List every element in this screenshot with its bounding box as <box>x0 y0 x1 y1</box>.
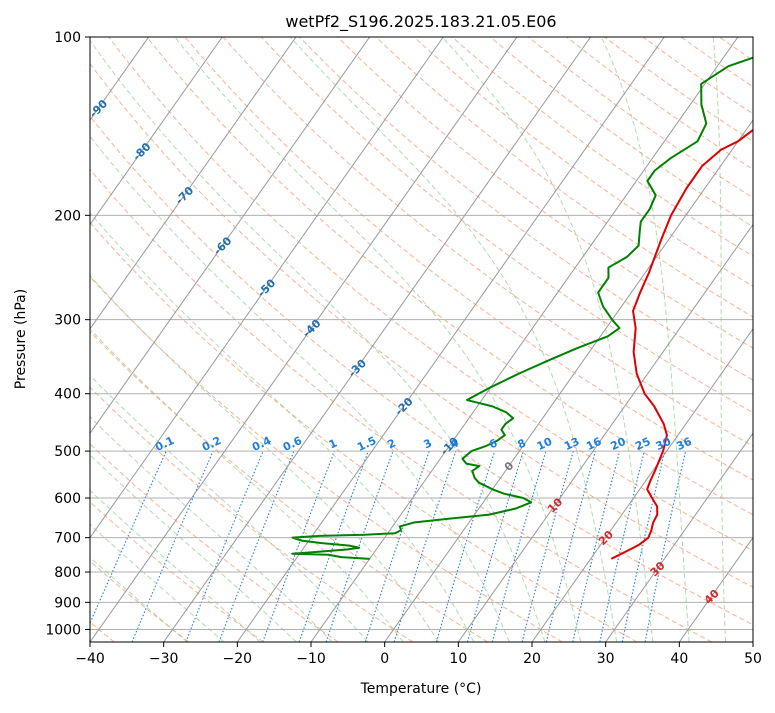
y-tick-label: 800 <box>54 565 81 581</box>
x-tick-label: −30 <box>149 651 179 667</box>
x-tick-label: 10 <box>449 651 467 667</box>
x-tick-label: 30 <box>597 651 615 667</box>
plot-area: -100-90-80-70-60-50-40-30-20-10010203040… <box>0 37 775 642</box>
y-axis-ticks: 100 200 300 400 500 600 700 800 900 1000 <box>45 30 90 638</box>
isotherm-line <box>0 37 75 642</box>
x-tick-label: 50 <box>744 651 762 667</box>
x-tick-label: −10 <box>296 651 326 667</box>
isotherm-line <box>0 37 1 642</box>
adiabat-label: -100 <box>36 59 65 88</box>
x-tick-label: 0 <box>380 651 389 667</box>
plot-background <box>90 37 753 642</box>
x-tick-label: −40 <box>75 651 105 667</box>
y-tick-label: 600 <box>54 491 81 507</box>
y-axis-label: Pressure (hPa) <box>13 289 29 389</box>
x-axis-label: Temperature (°C) <box>360 681 482 697</box>
x-tick-label: −20 <box>223 651 253 667</box>
y-tick-label: 1000 <box>45 622 81 638</box>
x-tick-label: 40 <box>670 651 688 667</box>
isotherm-line <box>753 37 775 642</box>
y-tick-label: 900 <box>54 595 81 611</box>
y-tick-label: 400 <box>54 387 81 403</box>
y-tick-label: 500 <box>54 444 81 460</box>
x-tick-label: 20 <box>523 651 541 667</box>
y-tick-label: 200 <box>54 208 81 224</box>
y-tick-label: 700 <box>54 531 81 547</box>
x-axis-ticks: −40 −30 −20 −10 0 10 20 30 40 50 <box>75 642 762 667</box>
y-tick-label: 300 <box>54 313 81 329</box>
chart-title: wetPf2_S196.2025.183.21.05.E06 <box>285 12 556 32</box>
y-tick-label: 100 <box>54 30 81 46</box>
dry-adiabat-line <box>757 37 775 642</box>
